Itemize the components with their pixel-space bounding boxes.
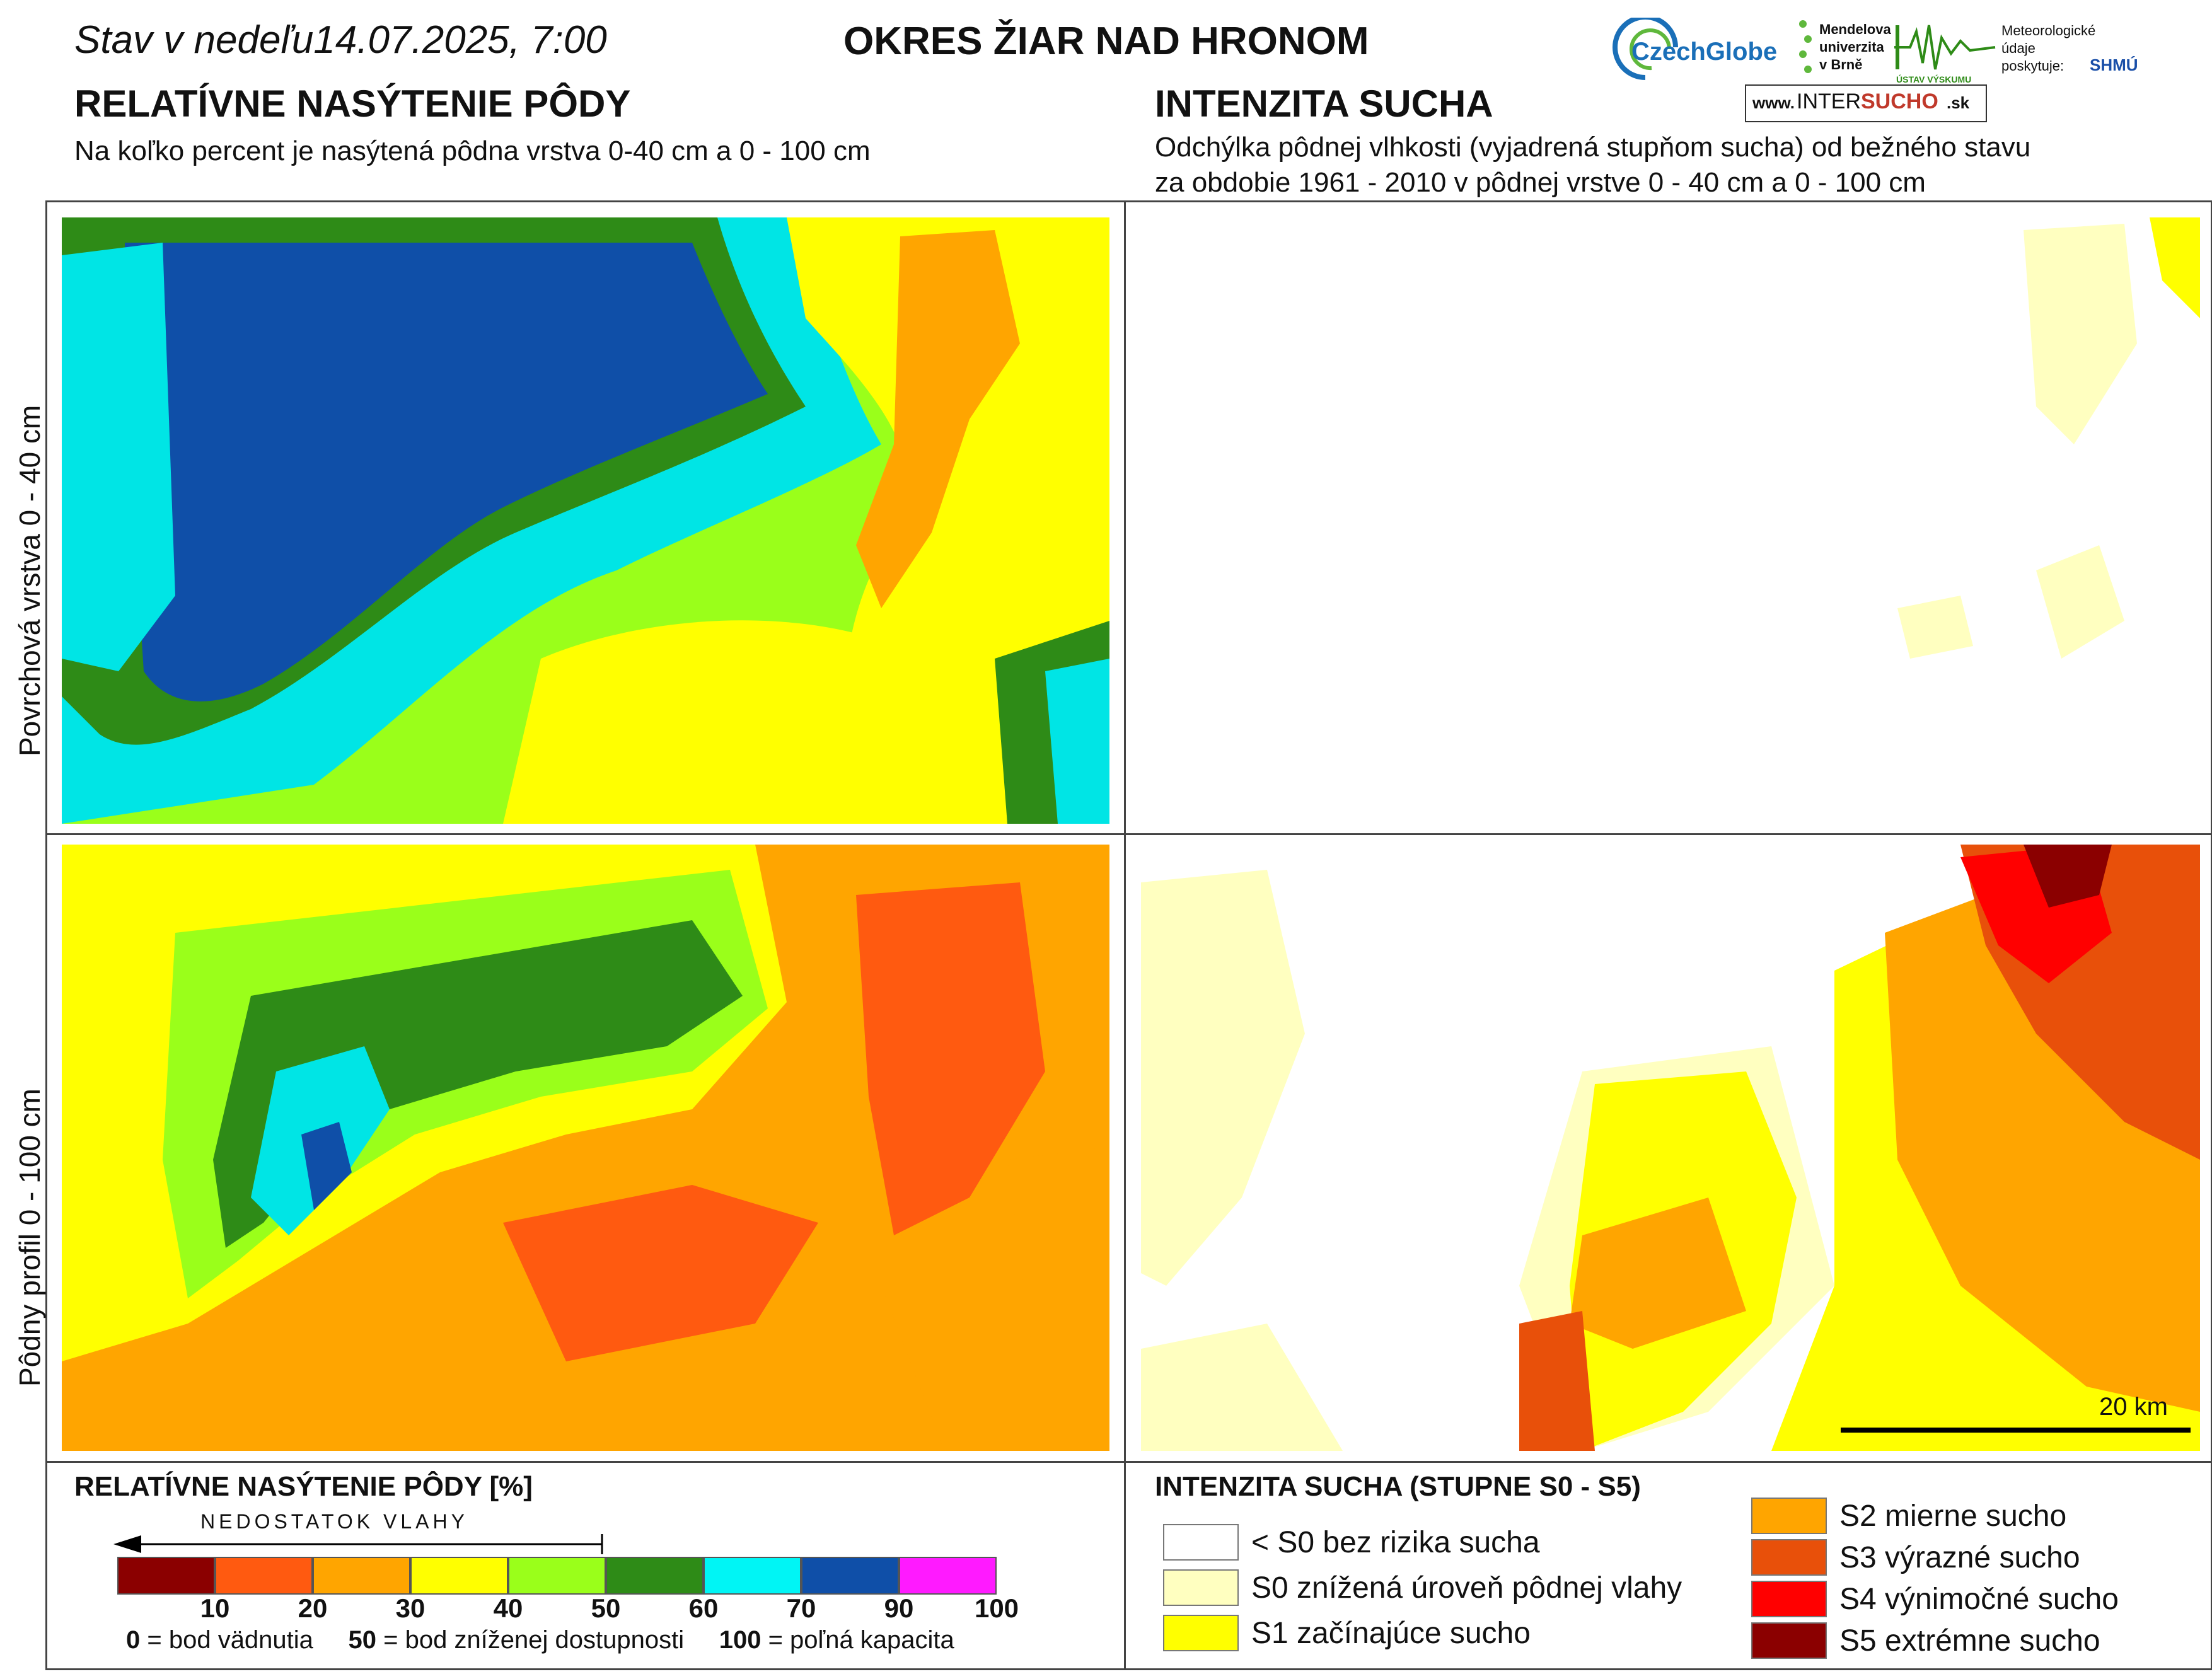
colorbar-cell — [899, 1557, 997, 1595]
deficit-arrow-label: NEDOSTATOK VLAHY — [200, 1510, 468, 1533]
map-saturation-topsoil — [62, 217, 1109, 824]
legend-divider — [45, 1461, 2212, 1463]
drought-subtitle-line1: Odchýlka pôdnej vlhkosti (vyjadrená stup… — [1155, 132, 2031, 163]
scale-bar-label: 20 km — [2099, 1393, 2168, 1421]
mendelu-line2: univerzita — [1819, 39, 1884, 55]
row-label-topsoil: Povrchová vrstva 0 - 40 cm — [13, 405, 46, 756]
mendelu-line1: Mendelova — [1819, 21, 1891, 37]
seismograph-icon — [1894, 25, 1996, 70]
saturation-legend-title: RELATÍVNE NASÝTENIE PÔDY [%] — [74, 1471, 533, 1502]
map-drought-topsoil — [1141, 217, 2200, 824]
row-label-profile: Pôdny profil 0 - 100 cm — [13, 1088, 46, 1387]
drought-legend-swatch — [1163, 1569, 1239, 1606]
drought-legend-label: S4 výnimočné sucho — [1839, 1583, 2119, 1616]
colorbar-tick-label: 90 — [884, 1593, 914, 1623]
logo-block: CzechGlobe Mendelova univerzita v Brně Ú… — [1607, 11, 2200, 122]
grid-divider-vertical — [1124, 200, 1126, 1670]
drought-legend-label: S2 mierne sucho — [1839, 1499, 2067, 1533]
drought-legend-swatch — [1751, 1539, 1827, 1576]
meteo-line1: Meteorologické — [2001, 23, 2096, 38]
scale-bar — [1841, 1428, 2191, 1433]
colorbar-cell — [410, 1557, 508, 1595]
drought-legend-swatch — [1163, 1524, 1239, 1561]
drought-legend-label: S5 extrémne sucho — [1839, 1624, 2100, 1658]
meteo-line3: poskytuje: — [2001, 58, 2064, 74]
intersucho-inter: INTER — [1797, 89, 1861, 113]
date-line: Stav v nedeľu14.07.2025, 7:00 — [74, 18, 607, 62]
drought-legend-title: INTENZITA SUCHA (STUPNE S0 - S5) — [1155, 1471, 1641, 1502]
colorbar-cell — [117, 1557, 215, 1595]
note-50-text: = bod zníženej dostupnosti — [376, 1626, 685, 1654]
map-drought-profile: 20 km — [1141, 845, 2200, 1451]
colorbar-tick-label: 100 — [974, 1593, 1019, 1623]
czechglobe-swirl-icon — [1613, 14, 1678, 80]
drought-legend-label: S3 výrazné sucho — [1839, 1541, 2080, 1574]
drought-title: INTENZITA SUCHA — [1155, 83, 1493, 125]
shmu-logo: SHMÚ — [2090, 55, 2138, 74]
czechglobe-name: CzechGlobe — [1631, 38, 1778, 66]
drought-legend-label: S1 začínajúce sucho — [1251, 1617, 1531, 1650]
colorbar-tick-label: 50 — [591, 1593, 621, 1623]
note-0-value: 0 — [126, 1626, 141, 1654]
colorbar-tick-label: 20 — [298, 1593, 328, 1623]
colorbar-cell — [313, 1557, 410, 1595]
czechglobe-logo: CzechGlobe — [1607, 14, 1790, 87]
colorbar-tick-label: 60 — [688, 1593, 719, 1623]
drought-subtitle-line2: za obdobie 1961 - 2010 v pôdnej vrstve 0… — [1155, 167, 1926, 198]
drought-legend-swatch — [1751, 1581, 1827, 1617]
colorbar-tick-label: 10 — [200, 1593, 230, 1623]
note-50-value: 50 — [348, 1626, 377, 1654]
colorbar-cell — [215, 1557, 313, 1595]
colorbar-cell — [704, 1557, 801, 1595]
intersucho-suffix: .sk — [1947, 93, 1970, 112]
note-0-text: = bod vädnutia — [140, 1626, 313, 1654]
note-100-value: 100 — [719, 1626, 761, 1654]
saturation-subtitle: Na koľko percent je nasýtená pôdna vrstv… — [74, 136, 871, 166]
drought-legend-label: S0 znížená úroveň pôdnej vlahy — [1251, 1571, 1682, 1605]
colorbar-cell — [508, 1557, 606, 1595]
map-saturation-profile — [62, 845, 1109, 1451]
map-grid-frame — [45, 200, 2212, 1670]
saturation-title: RELATÍVNE NASÝTENIE PÔDY — [74, 83, 631, 125]
saturation-profile-map — [62, 845, 1109, 1451]
deficit-arrow-icon — [113, 1534, 603, 1554]
colorbar-tick-label: 30 — [395, 1593, 426, 1623]
colorbar-tick-label: 40 — [493, 1593, 523, 1623]
grid-divider-horizontal — [45, 833, 2212, 835]
district-title: OKRES ŽIAR NAD HRONOM — [843, 20, 1369, 63]
saturation-legend-note: 0 = bod vädnutia 50 = bod zníženej dostu… — [126, 1626, 954, 1654]
colorbar-cell — [801, 1557, 899, 1595]
drought-legend-swatch — [1163, 1615, 1239, 1651]
mendelu-line3: v Brně — [1819, 57, 1863, 72]
intersucho-logo: www. INTER SUCHO .sk — [1745, 84, 1987, 122]
note-100-text: = poľná kapacita — [761, 1626, 954, 1654]
mendelu-logo: Mendelova univerzita v Brně — [1797, 16, 1891, 92]
drought-legend-swatch — [1751, 1622, 1827, 1659]
colorbar-tick-label: 70 — [786, 1593, 816, 1623]
colorbar-cell — [606, 1557, 704, 1595]
drought-topsoil-map — [1141, 217, 2200, 824]
mendelu-dots-icon — [1799, 20, 1812, 73]
drought-legend-label: < S0 bez rizika sucha — [1251, 1526, 1540, 1559]
meteo-line2: údaje — [2001, 40, 2035, 56]
drought-legend-swatch — [1751, 1498, 1827, 1534]
drought-profile-map — [1141, 845, 2200, 1451]
ustav-logo: ÚSTAV VÝSKUMU ZEMĚ — [1891, 19, 1998, 95]
intersucho-sucho: SUCHO — [1861, 89, 1938, 113]
intersucho-prefix: www. — [1752, 93, 1795, 112]
saturation-topsoil-map — [62, 217, 1109, 824]
